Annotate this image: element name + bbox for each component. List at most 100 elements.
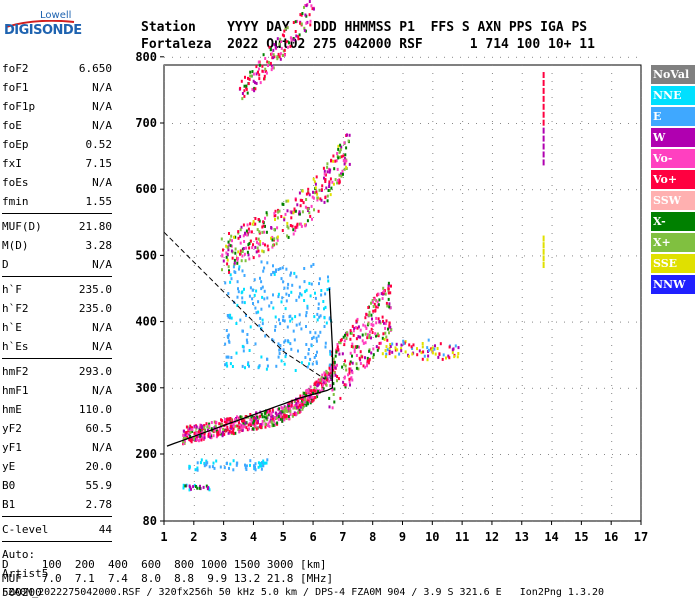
grid-dot — [164, 81, 165, 82]
param-name: foEp — [2, 138, 29, 151]
echo-point — [402, 342, 405, 346]
echo-point — [231, 365, 234, 368]
echo-point — [339, 143, 342, 147]
x-tick-label: 8 — [369, 530, 376, 544]
grid-dot — [462, 145, 464, 146]
grid-dot — [404, 189, 405, 191]
echo-point — [250, 230, 253, 234]
grid-dot — [223, 209, 225, 210]
grid-dot — [342, 377, 344, 378]
echo-point — [339, 341, 342, 345]
grid-dot — [164, 377, 165, 378]
grid-dot — [628, 255, 629, 257]
grid-dot — [193, 321, 195, 322]
echo-point — [277, 342, 280, 346]
echo-point — [261, 461, 263, 465]
echo-point — [316, 350, 318, 354]
echo-point — [310, 282, 313, 286]
echo-point — [290, 290, 293, 294]
grid-dot — [348, 387, 349, 389]
grid-dot — [193, 257, 195, 258]
echo-point — [247, 82, 250, 86]
legend-item: NoVal — [651, 65, 695, 84]
grid-dot — [641, 393, 642, 394]
grid-dot — [428, 321, 429, 323]
echo-point — [295, 401, 298, 405]
grid-dot — [164, 97, 165, 98]
grid-dot — [342, 265, 344, 266]
echo-point — [402, 339, 405, 343]
echo-point — [375, 321, 378, 325]
echo-point — [223, 432, 226, 436]
echo-point — [262, 464, 265, 468]
echo-point — [227, 355, 230, 359]
echo-point — [243, 425, 246, 429]
grid-dot — [462, 113, 464, 114]
echo-point — [321, 377, 324, 381]
echo-point — [345, 146, 348, 150]
echo-point — [445, 356, 447, 360]
legend-item: Vo+ — [651, 170, 695, 189]
grid-dot — [462, 225, 464, 226]
echo-point — [319, 314, 322, 318]
grid-dot — [641, 225, 642, 226]
grid-dot — [188, 521, 189, 522]
echo-point — [308, 193, 311, 197]
echo-point — [231, 239, 233, 243]
echo-point — [279, 52, 282, 56]
grid-dot — [402, 89, 404, 90]
grid-dot — [491, 161, 493, 162]
echo-point — [351, 342, 354, 346]
echo-point — [287, 405, 290, 409]
echo-point — [220, 423, 223, 427]
echo-point — [350, 345, 353, 348]
grid-dot — [402, 441, 404, 442]
param-value: N/A — [92, 340, 112, 353]
grid-dot — [342, 185, 344, 186]
echo-point — [307, 398, 310, 402]
param-value: 55.9 — [85, 479, 113, 492]
echo-point — [448, 356, 451, 360]
echo-point — [366, 336, 369, 340]
grid-dot — [491, 481, 493, 482]
grid-dot — [223, 97, 225, 98]
grid-dot — [313, 225, 315, 226]
grid-dot — [193, 217, 195, 218]
grid-dot — [581, 489, 583, 490]
echo-point — [198, 486, 201, 490]
grid-dot — [193, 361, 195, 362]
echo-point — [292, 228, 295, 232]
echo-point — [225, 251, 228, 255]
grid-dot — [164, 505, 165, 506]
grid-dot — [428, 189, 429, 191]
grid-dot — [372, 113, 374, 114]
echo-point — [283, 34, 285, 38]
param-row: foEs N/A — [2, 173, 112, 192]
echo-point — [273, 43, 276, 47]
grid-dot — [432, 337, 434, 338]
echo-point — [226, 262, 229, 266]
echo-point — [410, 345, 413, 349]
echo-point — [248, 364, 250, 368]
grid-dot — [620, 255, 621, 257]
grid-dot — [220, 189, 221, 191]
grid-dot — [372, 145, 374, 146]
grid-dot — [372, 105, 374, 106]
grid-dot — [551, 161, 553, 162]
echo-point — [294, 198, 297, 202]
echo-point — [345, 368, 348, 372]
echo-point — [320, 188, 323, 192]
echo-point — [224, 418, 226, 421]
echo-point — [370, 322, 373, 326]
grid-dot — [551, 457, 553, 458]
echo-point — [283, 413, 286, 417]
echo-point — [372, 353, 375, 357]
echo-point — [222, 427, 225, 431]
grid-dot — [641, 353, 642, 354]
echo-point — [314, 291, 316, 295]
echo-point — [320, 198, 323, 202]
grid-dot — [342, 441, 344, 442]
y-tick-label: 200 — [135, 447, 157, 461]
grid-dot — [491, 241, 493, 242]
grid-dot — [516, 56, 517, 58]
